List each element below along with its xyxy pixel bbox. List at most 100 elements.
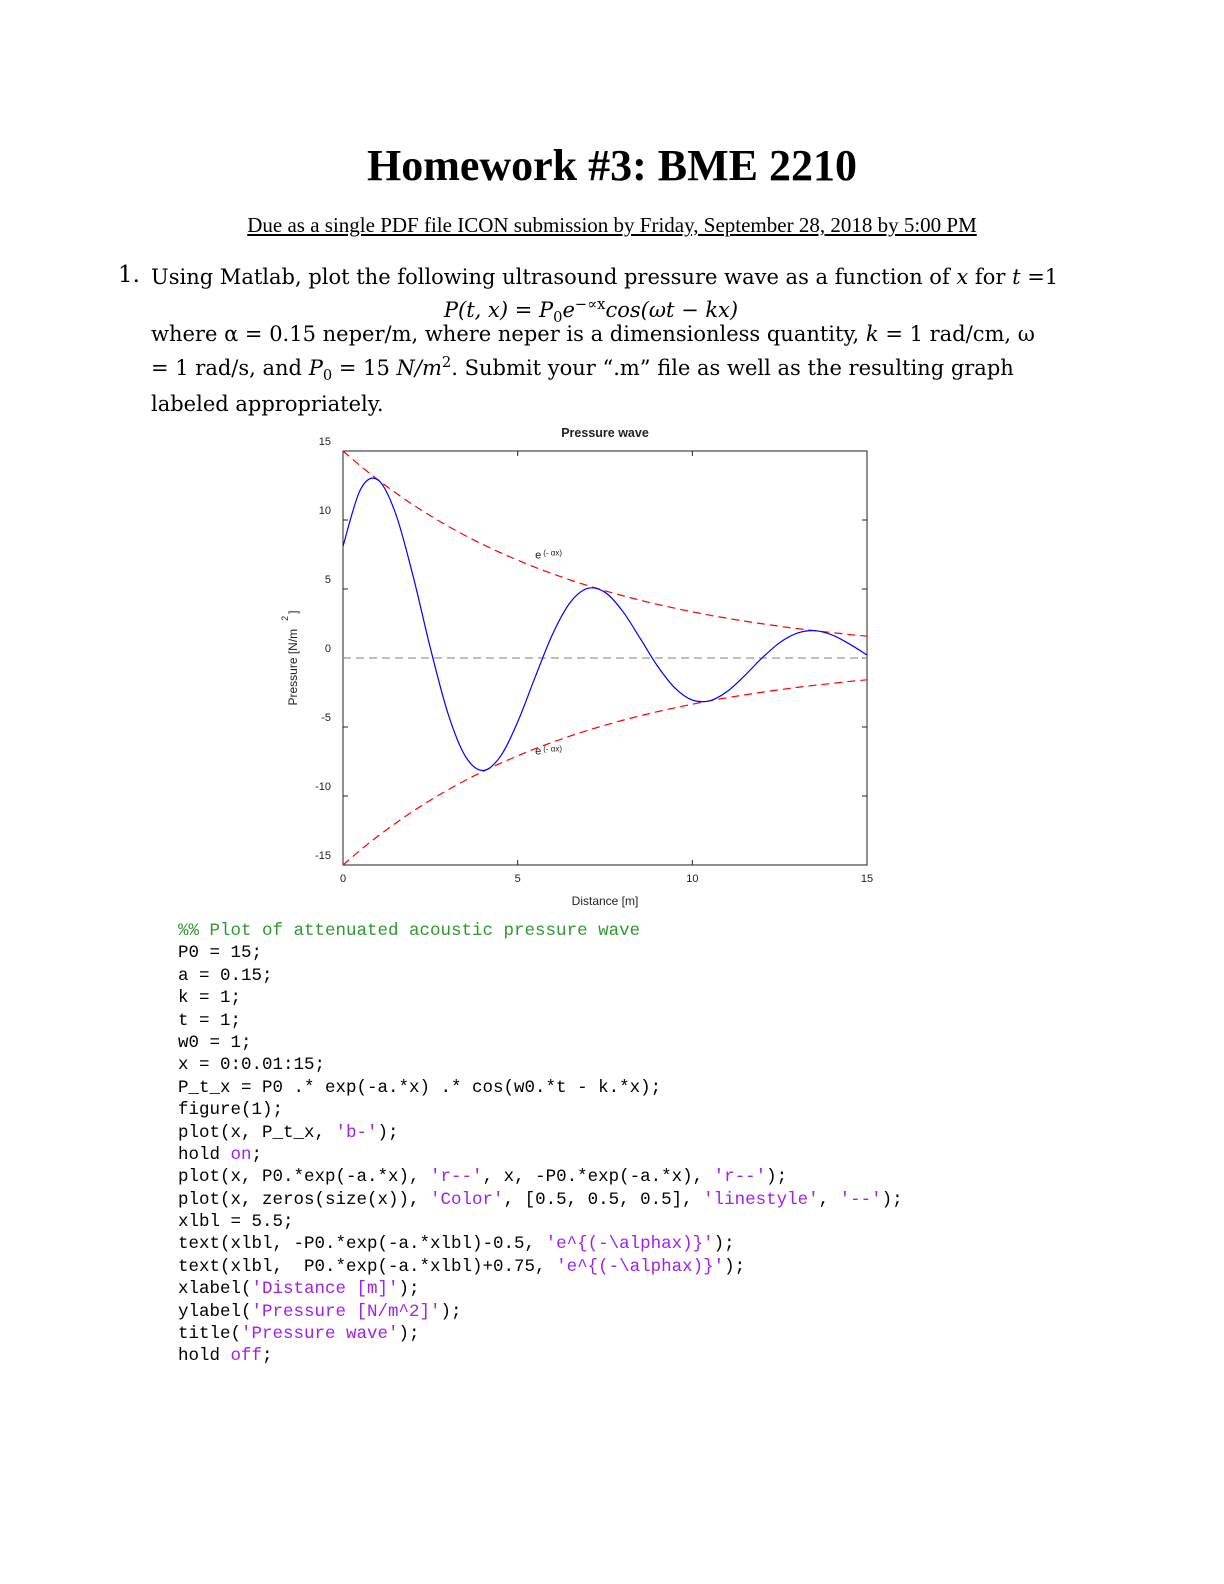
problem-number: 1. xyxy=(118,262,140,288)
annotation-base: e xyxy=(535,550,541,562)
code-token: 'linestyle' xyxy=(703,1189,819,1210)
code-line: t = 1; xyxy=(178,1010,903,1032)
code-token: 'Distance [m]' xyxy=(251,1279,399,1300)
text-run: N/m xyxy=(396,355,442,380)
code-token: off xyxy=(230,1346,263,1367)
code-token: t = 1; xyxy=(178,1010,242,1031)
code-token: '--' xyxy=(839,1189,882,1210)
code-line: a = 0.15; xyxy=(178,965,903,987)
code-line: P0 = 15; xyxy=(178,942,903,964)
text-run: 2 xyxy=(441,353,452,371)
code-token: ); xyxy=(398,1324,420,1345)
code-line: title('Pressure wave'); xyxy=(178,1323,903,1345)
code-line: plot(x, P_t_x, 'b-'); xyxy=(178,1122,903,1144)
code-token: ); xyxy=(881,1189,903,1210)
y-axis-label-end: ] xyxy=(286,610,300,613)
code-token: 'Color' xyxy=(430,1189,504,1210)
due-text: Due as a single PDF file ICON submission… xyxy=(247,213,977,237)
text-run: =1 xyxy=(1020,265,1059,289)
x-tick-label: 0 xyxy=(340,873,346,885)
code-block: %% Plot of attenuated acoustic pressure … xyxy=(178,920,903,1368)
text-run: P(t, x) = xyxy=(443,298,539,322)
code-line: %% Plot of attenuated acoustic pressure … xyxy=(178,920,903,942)
code-token: xlabel( xyxy=(178,1279,252,1300)
code-token: text(xlbl, -P0.*exp(-a.*xlbl)-0.5, xyxy=(178,1234,546,1255)
code-line: w0 = 1; xyxy=(178,1032,903,1054)
y-tick-label: 15 xyxy=(319,436,331,448)
code-line: k = 1; xyxy=(178,987,903,1009)
code-token: P_t_x = P0 .* exp(-a.*x) .* cos(w0.*t - … xyxy=(178,1077,662,1098)
chart-title: Pressure wave xyxy=(561,426,649,440)
code-token: 'e^{(-\alphax)}' xyxy=(556,1256,725,1277)
equation: P(t, x) = P0e−∝xcos(ωt − kx) xyxy=(151,291,1031,333)
code-line: xlabel('Distance [m]'); xyxy=(178,1278,903,1300)
text-run: for xyxy=(968,265,1013,289)
code-token: ; xyxy=(251,1144,263,1165)
code-token: on xyxy=(230,1144,252,1165)
series-line xyxy=(342,679,868,866)
code-line: plot(x, P0.*exp(-a.*x), 'r--', x, -P0.*e… xyxy=(178,1166,903,1188)
code-token: %% Plot of attenuated acoustic pressure … xyxy=(178,921,641,941)
annotation-sup: (- αx) xyxy=(543,549,562,558)
code-token: ; xyxy=(262,1346,273,1367)
y-tick-label: -5 xyxy=(321,712,331,724)
code-token: 'r--' xyxy=(713,1167,767,1188)
series-line xyxy=(342,450,868,637)
code-line: plot(x, zeros(size(x)), 'Color', [0.5, 0… xyxy=(178,1189,903,1211)
y-tick-label: -10 xyxy=(315,781,331,793)
text-run: e xyxy=(562,298,575,322)
code-line: ylabel('Pressure [N/m^2]'); xyxy=(178,1301,903,1323)
code-token: plot(x, P0.*exp(-a.*x), xyxy=(178,1167,431,1188)
code-token: hold xyxy=(178,1144,231,1165)
code-token: ylabel( xyxy=(178,1301,252,1322)
x-tick-label: 5 xyxy=(515,873,521,885)
code-token: plot(x, P_t_x, xyxy=(178,1122,336,1143)
series-line xyxy=(342,477,868,772)
code-token: text(xlbl, P0.*exp(-a.*xlbl)+0.75, xyxy=(178,1256,557,1277)
code-token: x = 0:0.01:15; xyxy=(178,1055,326,1076)
code-token: figure(1); xyxy=(178,1100,284,1121)
code-line: hold on; xyxy=(178,1144,903,1166)
text-run: P xyxy=(538,298,554,322)
text-run: Using Matlab, plot the following ultraso… xyxy=(151,265,957,289)
text-run: = 15 xyxy=(332,355,397,380)
text-run: x xyxy=(956,265,969,289)
text-run: −∝x xyxy=(574,296,606,313)
code-token: 'Pressure [N/m^2]' xyxy=(251,1301,441,1322)
code-token: ); xyxy=(377,1122,399,1143)
code-token: 'r--' xyxy=(430,1167,483,1188)
code-token: , [0.5, 0.5, 0.5], xyxy=(503,1189,704,1210)
code-token: hold xyxy=(178,1346,231,1367)
code-token: title( xyxy=(178,1324,242,1345)
code-token: , xyxy=(818,1189,840,1210)
text-run: 0 xyxy=(322,366,333,384)
code-line: xlbl = 5.5; xyxy=(178,1211,903,1233)
code-token: ); xyxy=(724,1256,746,1277)
code-line: figure(1); xyxy=(178,1099,903,1121)
text-run: k xyxy=(865,322,879,346)
x-axis-label: Distance [m] xyxy=(572,894,639,908)
code-token: ); xyxy=(766,1167,788,1188)
problem-body: where α = 0.15 neper/m, where neper is a… xyxy=(151,320,1036,419)
code-token: 'b-' xyxy=(335,1122,378,1143)
y-axis-label: Pressure [N/m 2] xyxy=(280,610,300,705)
due-note: Due as a single PDF file ICON submission… xyxy=(0,213,1224,238)
annotation-base: e xyxy=(535,745,541,757)
code-token: 'e^{(-\alphax)}' xyxy=(545,1234,714,1255)
code-line: hold off; xyxy=(178,1345,903,1367)
text-run: cos(ωt − kx) xyxy=(605,298,739,322)
y-tick-label: 10 xyxy=(319,505,331,517)
x-tick-label: 10 xyxy=(686,873,698,885)
code-token: xlbl = 5.5; xyxy=(178,1212,294,1233)
annotation-sup: (- αx) xyxy=(543,744,562,753)
code-token: ); xyxy=(713,1234,735,1255)
y-axis-label-text: Pressure [N/m xyxy=(286,629,300,706)
code-token: a = 0.15; xyxy=(178,965,273,986)
annotation: e (- αx) xyxy=(535,744,562,757)
code-line: x = 0:0.01:15; xyxy=(178,1054,903,1076)
code-line: text(xlbl, -P0.*exp(-a.*xlbl)-0.5, 'e^{(… xyxy=(178,1233,903,1255)
code-token: ); xyxy=(440,1301,462,1322)
code-token: 'Pressure wave' xyxy=(241,1324,399,1345)
